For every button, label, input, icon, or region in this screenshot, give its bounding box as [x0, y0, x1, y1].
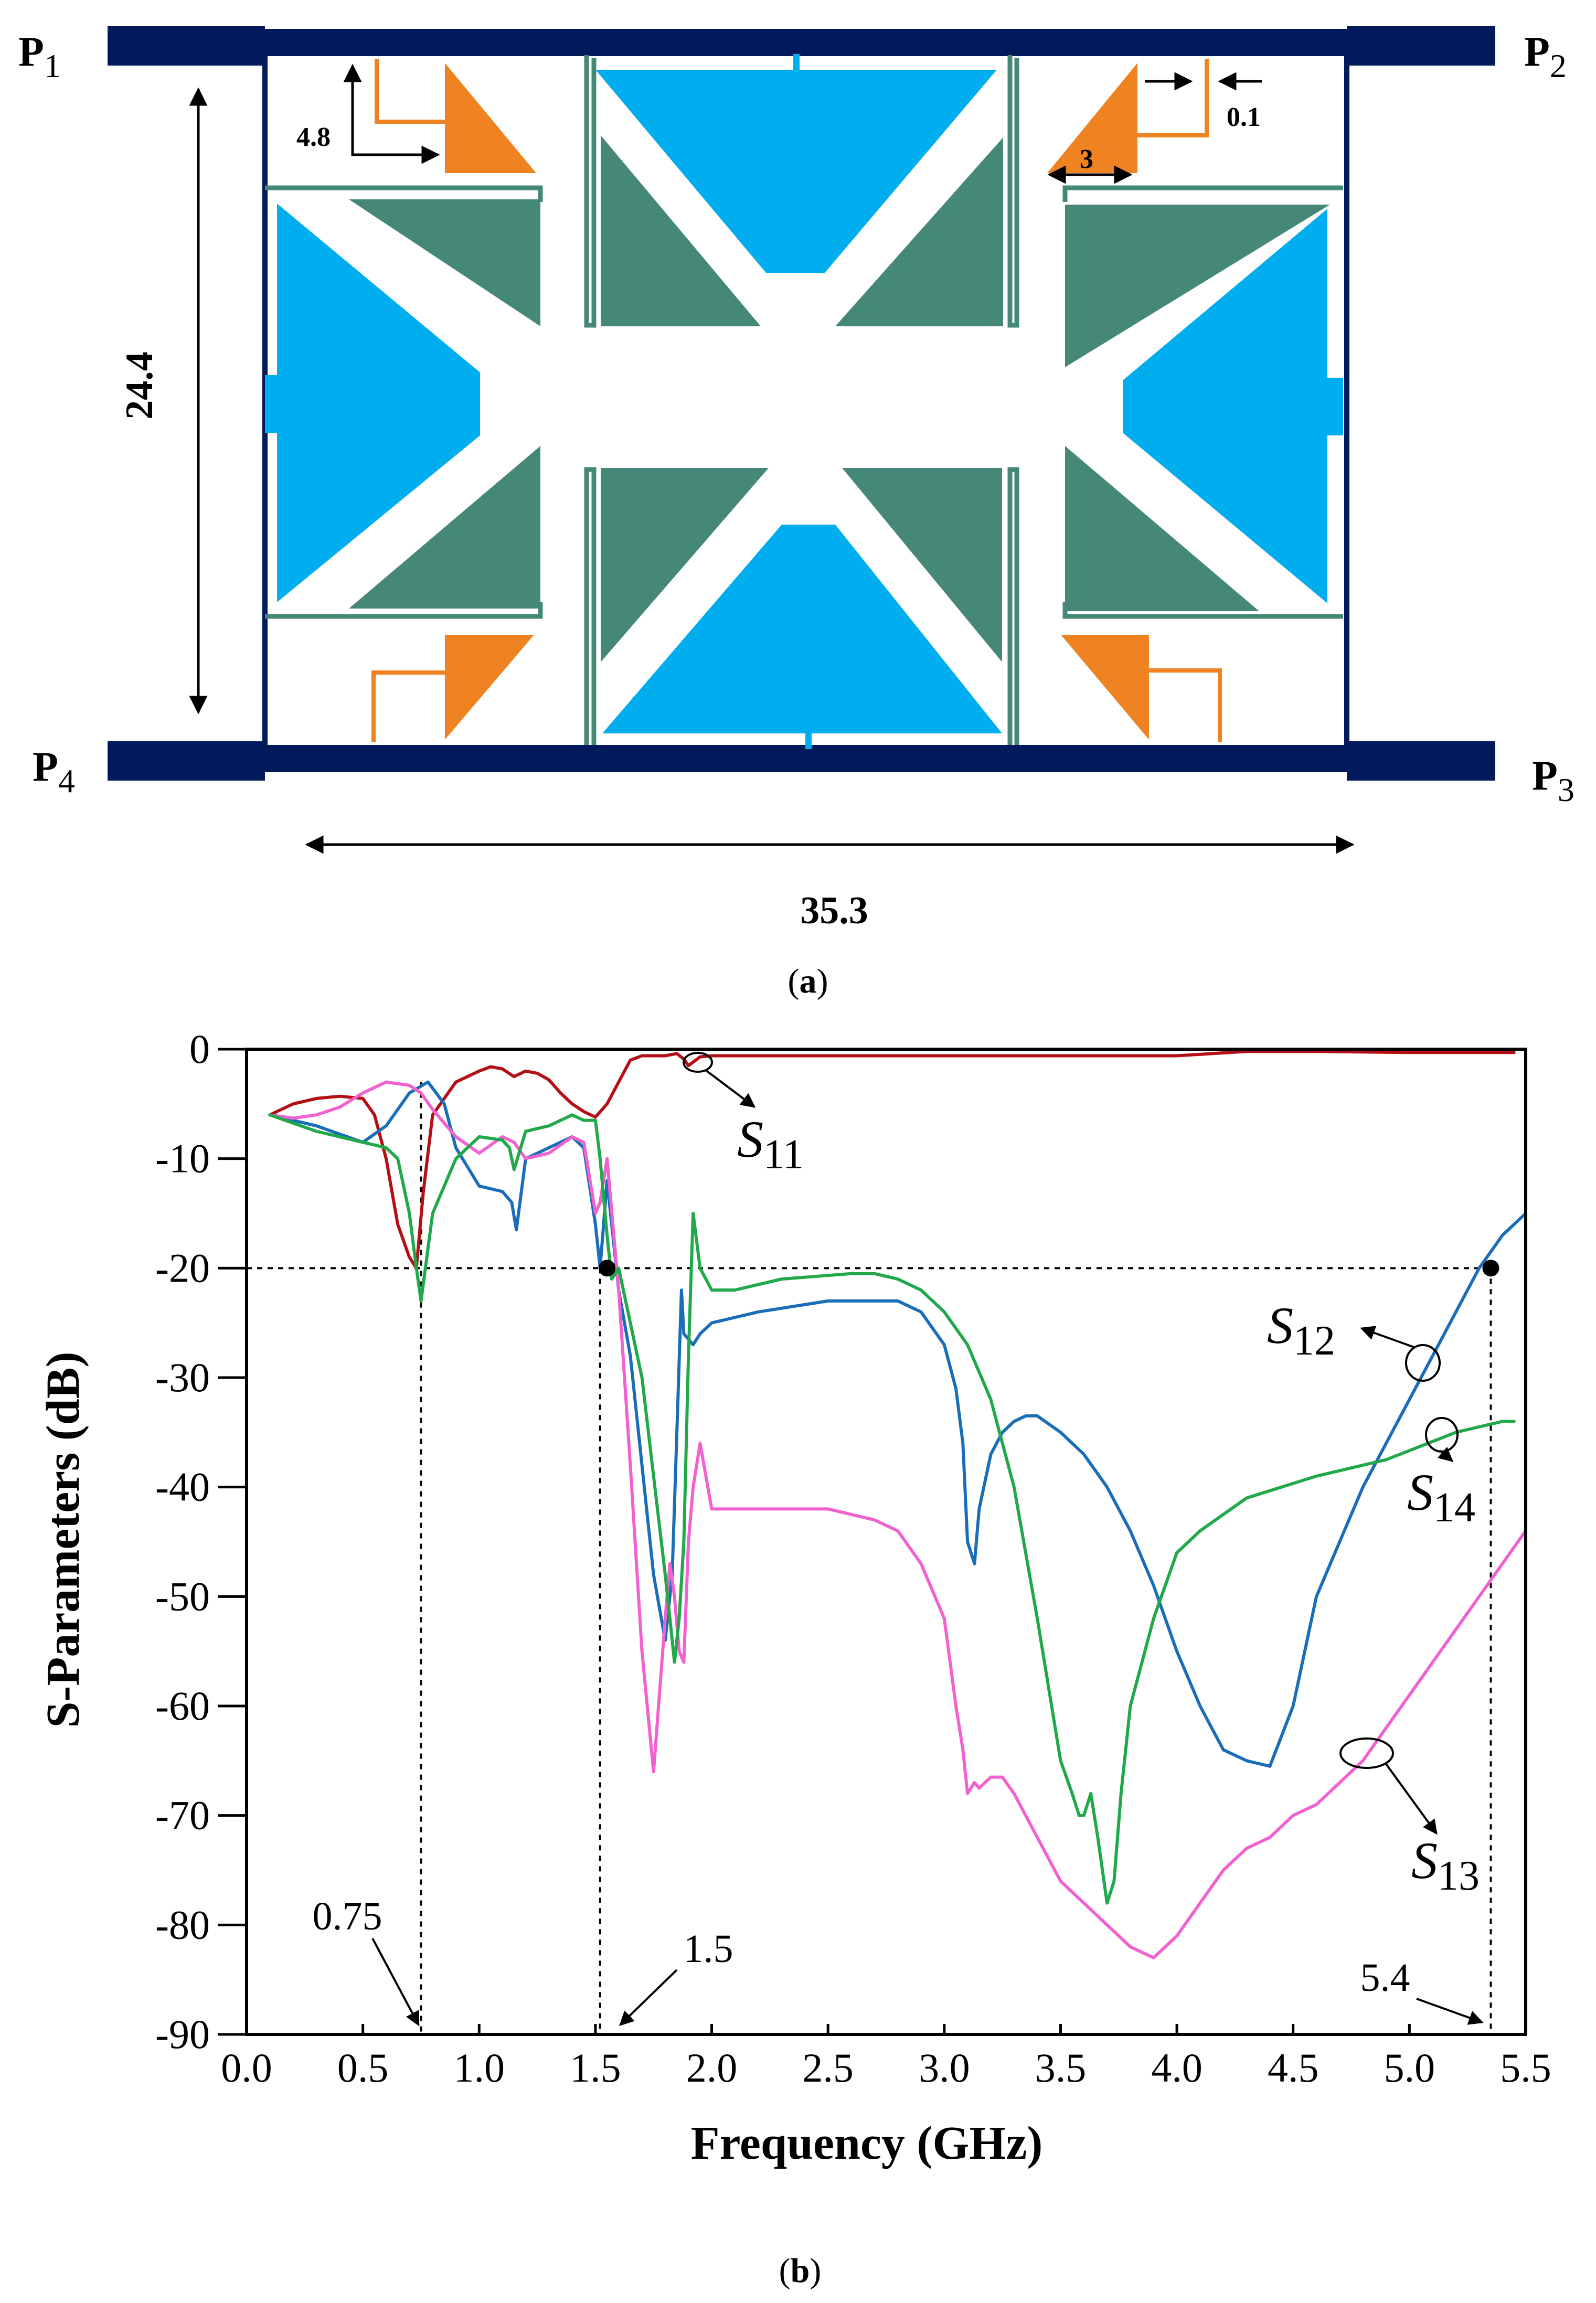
- port-label-p4: P4: [33, 744, 75, 799]
- y-tick-label: 0: [189, 1026, 210, 1072]
- label-s12: S12: [1267, 1296, 1335, 1364]
- x-tick-label: 4.0: [1151, 2045, 1203, 2091]
- s-parameter-chart: 0.0 0.5 1.0 1.5 2.0 2.5 3.0 3.5 4.0 4.5 5.0 5.5 0 -10…: [37, 1026, 1551, 2290]
- series-line-s13: [268, 1080, 1527, 1959]
- x-tick-label: 2.5: [802, 2045, 854, 2091]
- y-tick-label: -50: [155, 1573, 210, 1619]
- reference-lines: [247, 1082, 1492, 2034]
- x-tick-label: 5.0: [1384, 2045, 1435, 2091]
- marker-point-0: [599, 1260, 616, 1277]
- x-axis-title: Frequency (GHz): [691, 2117, 1043, 2169]
- dimension-arrows: [189, 63, 1355, 854]
- caption-a: (a): [788, 962, 828, 1000]
- dim-stub-label: 4.8: [296, 122, 331, 152]
- y-tick-label: -40: [155, 1464, 210, 1510]
- series-label-pointers: [683, 1052, 1459, 1835]
- x-tick-label: 0.0: [221, 2045, 272, 2091]
- dim-width-label: 35.3: [800, 889, 868, 932]
- port-label-p1: P1: [18, 29, 61, 84]
- marker-point-1: [1482, 1260, 1499, 1277]
- y-tick-label: -80: [155, 1902, 210, 1947]
- x-tick-label: 1.5: [570, 2045, 621, 2091]
- marker-points: [599, 1260, 1499, 1277]
- dim-height-label: 24.4: [118, 351, 161, 420]
- x-tick-label: 5.5: [1500, 2045, 1551, 2091]
- annot-0.75: 0.75: [313, 1894, 382, 1938]
- y-tick-label: -30: [155, 1355, 210, 1400]
- annotation-arrows: [371, 1938, 1484, 2027]
- x-tick-label: 1.0: [454, 2045, 505, 2091]
- feed-line-top: [108, 29, 1495, 56]
- dim-triangle-label: 3: [1080, 144, 1093, 174]
- port-pad-p4: [108, 741, 265, 781]
- label-s13: S13: [1411, 1831, 1480, 1899]
- axis-ticks: 0.0 0.5 1.0 1.5 2.0 2.5 3.0 3.5 4.0 4.5 5.0 5.5 0 -10…: [155, 1026, 1551, 2091]
- x-tick-label: 2.0: [686, 2045, 738, 2091]
- y-tick-label: -90: [155, 2011, 210, 2057]
- x-tick-label: 0.5: [337, 2045, 389, 2091]
- port-pad-p1: [108, 26, 265, 66]
- series-lines: [268, 1050, 1527, 1959]
- series-line-s11: [268, 1050, 1516, 1270]
- feed-line-bottom: [108, 745, 1495, 772]
- x-tick-label: 3.5: [1035, 2045, 1087, 2091]
- port-label-p2: P2: [1524, 29, 1567, 84]
- plot-frame: [245, 1048, 1527, 2036]
- port-pad-p2: [1347, 26, 1495, 66]
- label-s11: S11: [737, 1110, 804, 1178]
- x-tick-label: 3.0: [919, 2045, 970, 2091]
- label-s14: S14: [1407, 1463, 1475, 1531]
- caption-b: (b): [779, 2252, 822, 2290]
- circuit-layout: 24.4 35.3 4.8 0.1 3 P1 P2 P4 P3 (a): [18, 26, 1574, 1000]
- y-tick-label: -20: [155, 1245, 210, 1291]
- y-tick-label: -70: [155, 1793, 210, 1838]
- y-tick-label: -10: [155, 1136, 210, 1181]
- blue-patches: [265, 54, 1343, 749]
- x-tick-label: 4.5: [1268, 2045, 1319, 2091]
- series-line-s14: [268, 1113, 1516, 1905]
- annot-1.5: 1.5: [684, 1927, 733, 1971]
- port-label-p3: P3: [1532, 753, 1574, 808]
- annot-5.4: 5.4: [1360, 1956, 1410, 2000]
- y-tick-label: -60: [155, 1683, 210, 1729]
- port-pad-p3: [1347, 741, 1495, 781]
- series-line-s12: [268, 1080, 1527, 1768]
- teal-triangles: [349, 135, 1330, 662]
- dim-gap-label: 0.1: [1227, 102, 1261, 132]
- y-axis-title: S-Parameters (dB): [37, 1351, 89, 1728]
